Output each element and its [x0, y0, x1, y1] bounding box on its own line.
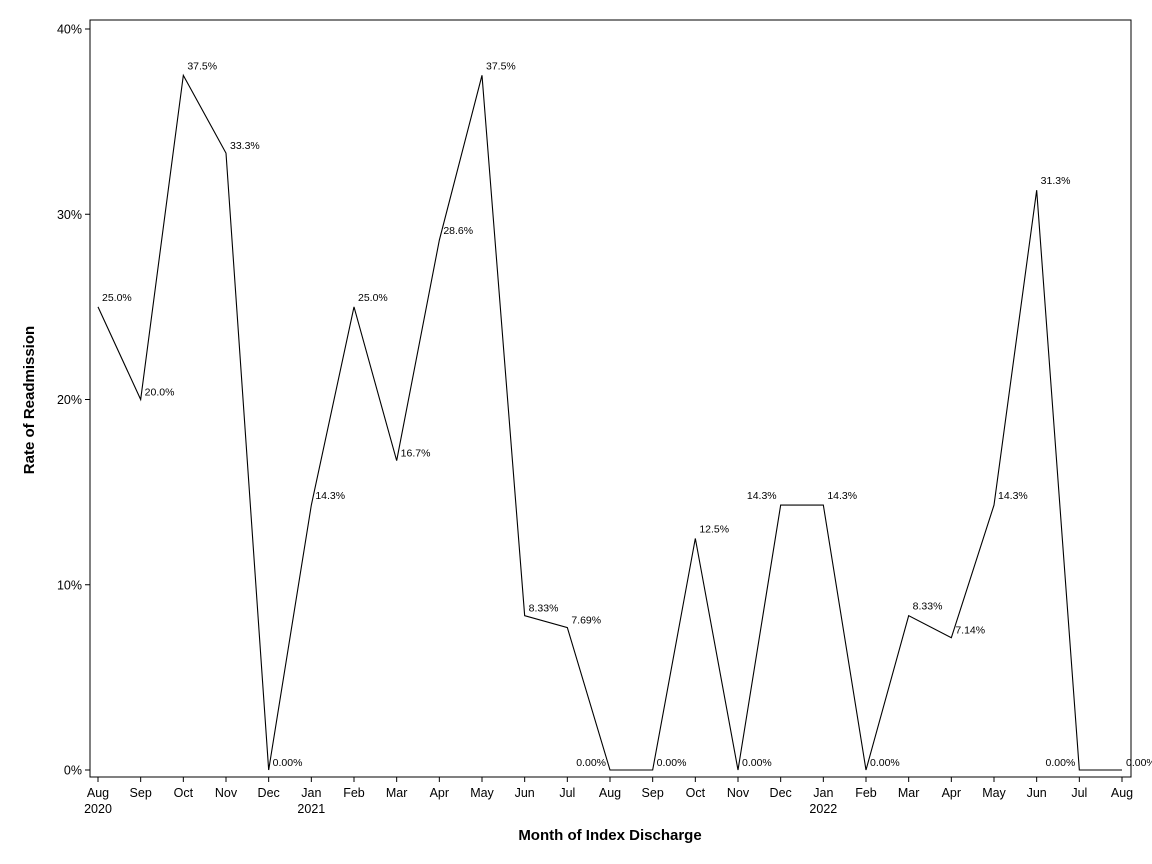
y-axis-title: Rate of Readmission	[21, 326, 38, 474]
data-label: 8.33%	[913, 601, 943, 613]
x-tick-label: Aug	[599, 786, 621, 800]
x-tick-label: Apr	[430, 786, 449, 800]
data-label: 0.00%	[1126, 757, 1152, 769]
data-label: 25.0%	[358, 292, 388, 304]
data-label: 14.3%	[315, 490, 345, 502]
x-tick-label: Jan	[301, 786, 321, 800]
data-label: 33.3%	[230, 140, 260, 152]
data-label: 8.33%	[529, 603, 559, 615]
x-year-label: 2020	[84, 802, 112, 816]
data-label: 37.5%	[187, 60, 217, 72]
x-tick-label: Feb	[343, 786, 365, 800]
x-axis: Aug Sep Oct Nov Dec Jan Feb Mar Apr May Jun Jul Aug S…	[84, 777, 1133, 816]
plot-frame	[89, 19, 1132, 778]
x-year-label: 2022	[809, 802, 837, 816]
x-tick-label: Jul	[1071, 786, 1087, 800]
y-tick-label: 40%	[57, 23, 82, 37]
data-label: 37.5%	[486, 60, 516, 72]
x-tick-label: Jan	[813, 786, 833, 800]
data-label: 25.0%	[102, 292, 132, 304]
x-tick-label: Nov	[215, 786, 238, 800]
x-year-label: 2021	[297, 802, 325, 816]
x-tick-label: Jul	[559, 786, 575, 800]
x-tick-label: Sep	[642, 786, 664, 800]
x-tick-label: Dec	[258, 786, 280, 800]
data-label: 31.3%	[1041, 175, 1071, 187]
x-tick-label: Jun	[1027, 786, 1047, 800]
y-tick-label: 30%	[57, 208, 82, 222]
x-tick-label: May	[982, 786, 1006, 800]
data-label: 0.00%	[870, 757, 900, 769]
data-label: 7.69%	[571, 615, 601, 627]
y-tick-label: 10%	[57, 578, 82, 592]
data-label: 16.7%	[401, 448, 431, 460]
data-label: 7.14%	[955, 625, 985, 637]
x-tick-label: Sep	[130, 786, 152, 800]
data-label: 0.00%	[576, 757, 606, 769]
x-tick-label: Oct	[174, 786, 194, 800]
x-tick-label: Apr	[942, 786, 961, 800]
y-tick-label: 20%	[57, 393, 82, 407]
readmission-rate-line	[97, 73, 1122, 771]
x-tick-label: Aug	[1111, 786, 1133, 800]
y-tick-label: 0%	[64, 764, 82, 778]
data-label: 14.3%	[998, 490, 1028, 502]
data-label: 14.3%	[747, 490, 777, 502]
data-label: 0.00%	[657, 757, 687, 769]
x-tick-label: Feb	[855, 786, 877, 800]
x-tick-label: May	[470, 786, 494, 800]
data-labels: 25.0% 20.0% 37.5% 33.3% 0.00% 14.3% 25.0% 16.7%…	[102, 60, 1152, 769]
data-label: 12.5%	[699, 523, 729, 535]
x-axis-title: Month of Index Discharge	[518, 827, 701, 844]
x-tick-label: Mar	[386, 786, 408, 800]
data-label: 0.00%	[273, 757, 303, 769]
x-tick-label: Oct	[686, 786, 706, 800]
x-tick-label: Aug	[87, 786, 109, 800]
data-label: 14.3%	[827, 490, 857, 502]
data-label: 0.00%	[742, 757, 772, 769]
data-label: 20.0%	[145, 387, 175, 399]
x-tick-label: Jun	[515, 786, 535, 800]
x-tick-label: Mar	[898, 786, 920, 800]
x-tick-label: Dec	[770, 786, 792, 800]
y-axis: 0% 10% 20% 30% 40%	[57, 23, 90, 778]
data-label: 28.6%	[443, 225, 473, 237]
x-tick-label: Nov	[727, 786, 750, 800]
data-label: 0.00%	[1046, 757, 1076, 769]
